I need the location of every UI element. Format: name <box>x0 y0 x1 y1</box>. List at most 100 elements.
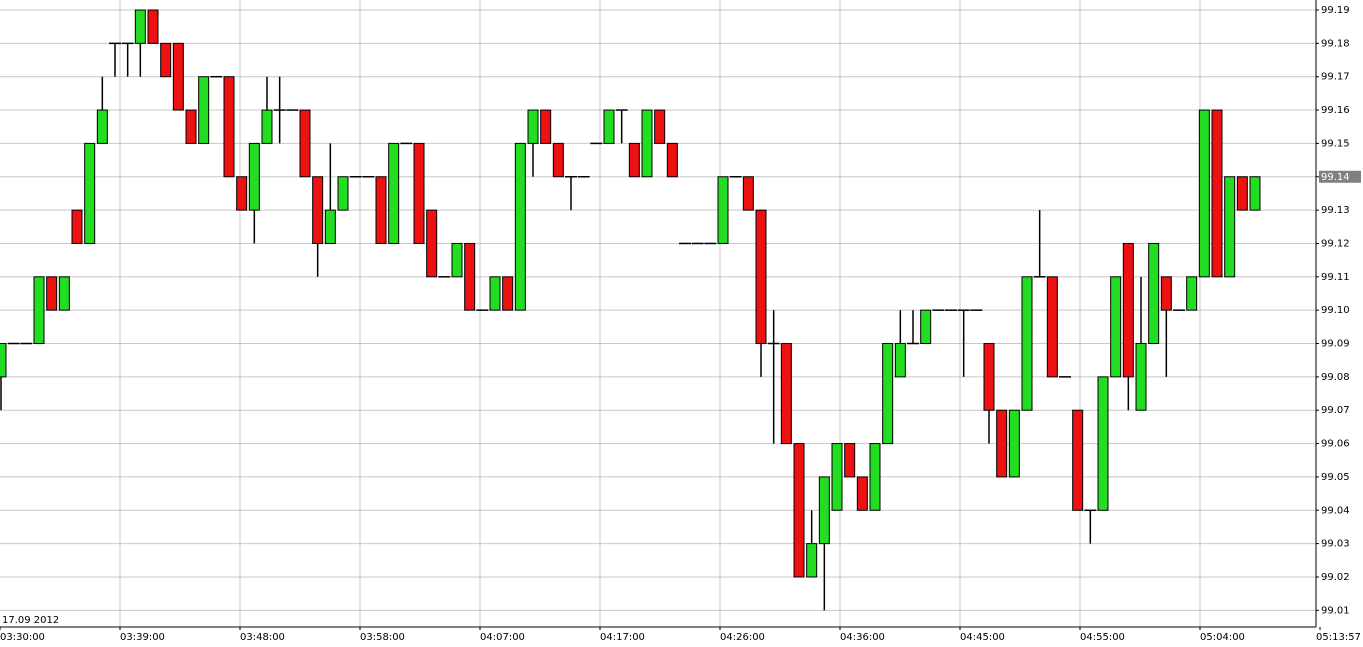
candle-body <box>666 142 678 178</box>
candle-body <box>1021 276 1033 411</box>
x-tick-label: 04:26:00 <box>720 632 765 643</box>
x-tick-label: 05:13:57 <box>1316 632 1361 643</box>
y-tick-label: 99.12 <box>1321 238 1350 249</box>
candle-body <box>1224 176 1236 278</box>
candle-body <box>0 343 7 378</box>
last-price-label: 99.14 <box>1321 172 1350 183</box>
candle-body <box>1008 409 1020 478</box>
candle-body <box>33 276 45 345</box>
candle-body <box>236 176 248 211</box>
x-tick-label: 04:45:00 <box>960 632 1005 643</box>
y-tick-label: 99.11 <box>1321 272 1350 283</box>
candle-body <box>818 476 830 545</box>
candle-body <box>58 276 70 311</box>
candle-body <box>996 409 1008 478</box>
candle-body <box>134 9 146 44</box>
candle-body <box>641 109 653 178</box>
x-tick-label: 05:04:00 <box>1200 632 1245 643</box>
y-tick-label: 99.13 <box>1321 205 1350 216</box>
y-tick-label: 99.04 <box>1321 505 1350 516</box>
candle-body <box>147 9 159 44</box>
candle-body <box>46 276 58 311</box>
candle-body <box>172 42 184 111</box>
candle-body <box>1122 242 1134 378</box>
candle-body <box>1236 176 1248 211</box>
x-tick-label: 03:39:00 <box>120 632 165 643</box>
candle-body <box>806 543 818 578</box>
x-tick-label: 03:30:00 <box>0 632 45 643</box>
candle-body <box>856 476 868 511</box>
candle-body <box>312 176 324 244</box>
candle-body <box>375 176 387 244</box>
candle-body <box>1211 109 1223 278</box>
candle-body <box>514 142 526 311</box>
y-tick-label: 99.02 <box>1321 572 1350 583</box>
date-label: 17.09 2012 <box>2 615 59 626</box>
candle-body <box>780 343 792 445</box>
candle-body <box>1097 376 1109 511</box>
x-tick-label: 04:36:00 <box>840 632 885 643</box>
plot-area <box>0 0 1316 627</box>
candle-body <box>502 276 514 311</box>
candle-body <box>388 142 400 244</box>
candle-body <box>96 109 108 144</box>
candle-body <box>603 109 615 144</box>
candle-body <box>426 209 438 278</box>
candle-body <box>1110 276 1122 378</box>
x-tick-label: 04:07:00 <box>480 632 525 643</box>
candle-body <box>1160 276 1172 311</box>
candle-body <box>894 343 906 378</box>
y-tick-label: 99.16 <box>1321 105 1350 116</box>
candle-body <box>717 176 729 244</box>
candle-body <box>793 443 805 578</box>
candle-body <box>552 142 564 178</box>
candle-body <box>1148 242 1160 345</box>
candle-body <box>869 443 881 511</box>
x-tick-label: 04:17:00 <box>600 632 645 643</box>
candle-body <box>755 209 767 345</box>
candle-body <box>1249 176 1261 211</box>
candle-body <box>654 109 666 144</box>
candle-body <box>299 109 311 178</box>
y-tick-label: 99.07 <box>1321 405 1350 416</box>
y-tick-label: 99.19 <box>1321 5 1350 16</box>
candle-body <box>1046 276 1058 378</box>
y-tick-label: 99.05 <box>1321 472 1350 483</box>
y-tick-label: 99.06 <box>1321 439 1350 450</box>
candle-body <box>920 309 932 345</box>
candles <box>0 9 1261 611</box>
y-tick-label: 99.03 <box>1321 539 1350 550</box>
candle-body <box>337 176 349 211</box>
candle-body <box>1198 109 1210 278</box>
candle-body <box>489 276 501 311</box>
candle-body <box>464 242 476 311</box>
candle-body <box>248 142 260 211</box>
y-tick-label: 99.08 <box>1321 372 1350 383</box>
x-tick-label: 04:55:00 <box>1080 632 1125 643</box>
candle-body <box>71 209 83 244</box>
y-tick-label: 99.09 <box>1321 339 1350 350</box>
candle-body <box>84 142 96 244</box>
candle-body <box>198 76 210 144</box>
candle-body <box>527 109 539 144</box>
candle-body <box>1135 343 1147 411</box>
y-tick-label: 99.18 <box>1321 38 1350 49</box>
candle-body <box>1072 409 1084 511</box>
x-tick-label: 03:48:00 <box>240 632 285 643</box>
last-price-box <box>1319 170 1361 183</box>
x-tick-label: 03:58:00 <box>360 632 405 643</box>
candle-body <box>223 76 235 178</box>
y-tick-label: 99.10 <box>1321 305 1350 316</box>
candle-body <box>831 443 843 511</box>
candle-body <box>540 109 552 144</box>
candle-body <box>185 109 197 144</box>
candle-body <box>324 209 336 244</box>
y-tick-label: 99.15 <box>1321 138 1350 149</box>
candle-body <box>451 242 463 278</box>
candle-body <box>742 176 754 211</box>
y-tick-label: 99.01 <box>1321 605 1350 616</box>
candle-body <box>261 109 273 144</box>
candle-body <box>882 343 894 445</box>
y-tick-label: 99.17 <box>1321 72 1350 83</box>
